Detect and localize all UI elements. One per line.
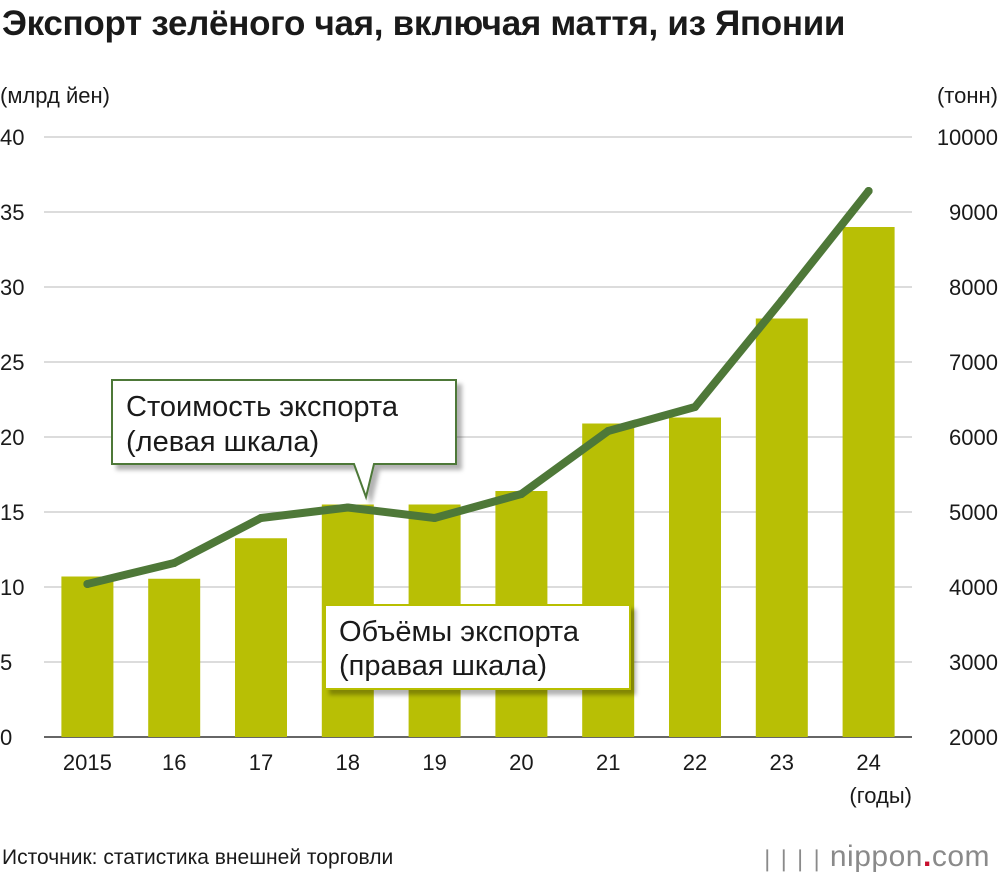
y-right-tick-label: 10000 (937, 125, 998, 150)
x-tick-label: 22 (683, 750, 707, 775)
y-right-tick-label: 3000 (949, 650, 998, 675)
y-right-tick-label: 7000 (949, 350, 998, 375)
callout-volume-line2: (правая шкала) (339, 650, 547, 682)
x-tick-label: 2015 (63, 750, 112, 775)
x-tick-label: 20 (509, 750, 533, 775)
brand-name: nippon (829, 840, 923, 873)
brand-tld: com (931, 840, 990, 873)
line-point (517, 490, 526, 498)
y-right-tick-label: 8000 (949, 275, 998, 300)
x-tick-label: 17 (249, 750, 273, 775)
x-tick-label: 16 (162, 750, 186, 775)
bar (755, 318, 808, 737)
y-right-tick-label: 5000 (949, 500, 998, 525)
y-left-tick-label: 20 (0, 425, 24, 450)
line-point (343, 503, 352, 512)
callout-value (111, 379, 457, 501)
bar (669, 417, 721, 737)
bar (61, 576, 114, 737)
x-tick-label: 18 (336, 750, 360, 775)
chart: 0 5 10 15 20 25 30 35 40 2000 3000 4000 5000 6000 7000… (0, 83, 998, 808)
y-left-tick-label: 5 (0, 650, 12, 675)
callout-volume (324, 604, 631, 690)
bar (235, 538, 287, 737)
x-tick-label: 19 (422, 750, 446, 775)
nippon-logo[interactable]: ❘❘❘❘ nippon.com (758, 840, 990, 874)
callout-volume-box (324, 604, 631, 690)
callout-value-box (111, 379, 457, 501)
y-right-tick-label: 4000 (949, 575, 998, 600)
y-left-tick-label: 10 (0, 575, 24, 600)
line-point (83, 580, 92, 588)
x-tick-label: 24 (856, 750, 880, 775)
line-point (864, 187, 873, 195)
y-right-axis-label: (тонн) (937, 83, 998, 108)
y-left-tick-label: 35 (0, 200, 24, 225)
y-left-tick-label: 25 (0, 350, 24, 375)
callout-value-line2: (левая шкала) (126, 426, 319, 458)
y-right-tick-label: 2000 (949, 725, 998, 750)
y-left-tick-label: 40 (0, 125, 24, 150)
brand-dot: . (922, 840, 932, 873)
chart-title: Экспорт зелёного чая, включая маття, из … (2, 4, 846, 43)
y-left-tick-label: 30 (0, 275, 24, 300)
nippon-logo-bars-icon: ❘❘❘❘ (758, 846, 826, 871)
line-point (604, 427, 613, 435)
source-note: Источник: статистика внешней торговли (2, 846, 394, 869)
y-left-tick-label: 15 (0, 500, 24, 525)
x-tick-label: 23 (770, 750, 794, 775)
x-tick-label: 21 (596, 750, 620, 775)
y-left-axis-label: (млрд йен) (0, 83, 110, 108)
line-point (430, 514, 439, 522)
line-point (170, 559, 179, 567)
x-axis-label: (годы) (849, 783, 912, 808)
y-right-tick-label: 9000 (949, 200, 998, 225)
line-point (257, 514, 265, 522)
y-right-tick-label: 6000 (949, 425, 998, 450)
value-line (83, 187, 873, 588)
callout-value-line1: Стоимость экспорта (126, 391, 399, 423)
bar (148, 578, 201, 737)
bar (842, 227, 895, 737)
callout-volume-line1: Объёмы экспорта (339, 616, 580, 648)
line-point (691, 403, 699, 411)
y-left-tick-label: 0 (0, 725, 12, 750)
line-point (777, 296, 786, 305)
